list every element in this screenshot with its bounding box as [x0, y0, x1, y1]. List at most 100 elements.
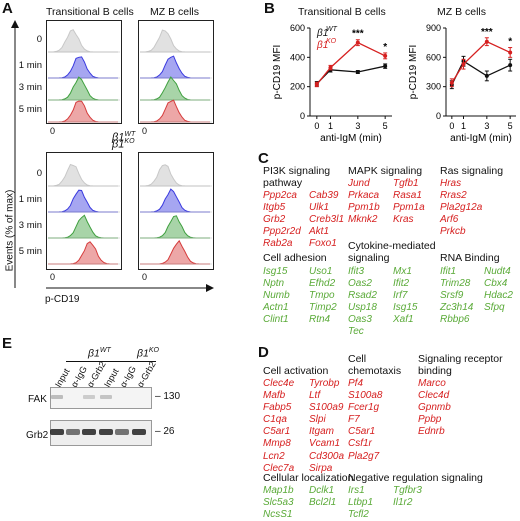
gene-label: Mx1	[393, 266, 412, 277]
gene-label: Ltbp1	[348, 497, 374, 509]
c-cat4-title: Cell adhesion	[263, 252, 327, 264]
blot-fak	[50, 387, 152, 409]
data-point	[355, 40, 360, 45]
y-tick-label: 0	[300, 111, 305, 121]
panel-a-col2-title: MZ B cells	[150, 6, 200, 18]
hist-ko-transitional	[46, 152, 122, 270]
c-cat5-title: Cytokine-mediated signaling	[348, 240, 436, 265]
histogram-curve	[140, 55, 210, 79]
e-wt-line	[66, 361, 122, 362]
histogram-layer	[48, 29, 212, 265]
gene-label: Tgfbr3	[393, 485, 422, 496]
gene-label: Clec4d	[418, 390, 450, 402]
c-cat2-genes-col1: Jund Prkaca Ppm1b Mknk2	[348, 178, 380, 226]
panel-a-x-label: p-CD19	[45, 294, 80, 305]
c-cat1-genes-col2: Cab39 Ulk1 Creb3l1 Akt1 Foxo1	[309, 190, 344, 250]
grb2-band	[132, 429, 146, 435]
histogram-curve	[140, 188, 210, 213]
gene-label: C5ar1	[348, 426, 376, 438]
blot-bands	[50, 395, 146, 435]
significance-mark: *	[508, 37, 512, 48]
gene-label: Isg15	[263, 266, 288, 277]
gene-label: Tec	[348, 326, 364, 338]
y-tick-label: 600	[426, 52, 441, 62]
gene-label: Dclk1	[309, 485, 335, 496]
chart2-title: MZ B cells	[437, 6, 487, 18]
d-cat3-genes: Marco Clec4d Gpnmb Ppbp Ednrb	[418, 378, 451, 438]
gene-label: Ppp2r2d	[263, 226, 301, 238]
c-cat5-genes-col1: Ifit3 Oas2 Rsad2 Usp18 Oas3 Tec	[348, 266, 377, 339]
gene-label: Pla2g7	[348, 450, 380, 462]
gene-label: Akt1	[309, 226, 330, 238]
gene-label: Bcl2l1	[309, 497, 337, 509]
gene-label: Zc3h14	[440, 302, 474, 314]
legend-ko: β1	[316, 40, 328, 51]
histogram-curve	[48, 76, 118, 101]
d-cat5-title: Negative regulation signaling	[348, 472, 483, 484]
chart1-title: Transitional B cells	[298, 6, 386, 18]
data-point	[508, 50, 513, 55]
gene-label: Vcam1	[309, 438, 341, 450]
c-cat2-genes-col2: Tgfb1 Rasa1 Ppm1a Kras	[393, 178, 425, 226]
gene-label: Tmpo	[309, 290, 335, 302]
gene-label: Cd300a	[309, 450, 345, 462]
x-tick-label: 5	[508, 121, 513, 131]
gene-label: Creb3l1	[309, 214, 345, 226]
gene-label: Prkaca	[348, 190, 380, 202]
gene-label: Prkcb	[440, 226, 466, 238]
gene-label: Ifit2	[393, 278, 410, 290]
gene-label: Tcfl2	[348, 509, 369, 521]
d-cat4-genes-col1: Map1b Slc5a3 NcsS1	[263, 485, 294, 521]
c-cat3-title: Ras signaling	[440, 165, 504, 177]
histogram-curve	[48, 241, 118, 265]
time-label-ko-3: 3 min	[18, 220, 42, 231]
gene-label: Cab39	[309, 190, 339, 201]
gene-label: Actn1	[263, 302, 289, 314]
gene-label: Cbx4	[484, 278, 508, 290]
c-cat6-title: RNA Binding	[440, 252, 500, 264]
histogram-curve	[140, 76, 210, 101]
gene-label: Nudt4	[484, 266, 511, 277]
gene-label: Rras2	[440, 190, 467, 202]
series-line	[451, 40, 511, 84]
group-ko-label-main: β1KO	[112, 138, 135, 151]
gene-label: Hras	[440, 178, 462, 189]
e-row1-label: FAK	[28, 394, 47, 405]
histogram-curve	[140, 164, 210, 187]
panel-e-label: E	[2, 335, 13, 352]
fak-band	[100, 395, 112, 399]
d-cat2-genes: Pf4 S100a8 Fcer1g F7 C5ar1 Csf1r Pla2g7	[348, 378, 382, 463]
x-arrow	[46, 284, 214, 292]
time-label-wt-5: 5 min	[18, 104, 42, 115]
d-cat1-genes-col2: Tyrobp Ltf S100a9 Slpi Itgam Vcam1 Cd300a Sirpa	[309, 378, 344, 475]
hist-ko-zero-2: 0	[142, 272, 148, 282]
gene-label: Pla2g12a	[440, 202, 483, 214]
gene-label: F7	[348, 414, 360, 426]
gene-label: Ppm1b	[348, 202, 380, 214]
gene-label: Foxo1	[309, 238, 337, 250]
panel-b-label: B	[264, 0, 275, 17]
gene-label: Fcer1g	[348, 402, 380, 414]
y-tick-label: 300	[426, 82, 441, 92]
gene-label: Arf6	[440, 214, 459, 226]
histogram-curve	[140, 29, 210, 53]
d-cat2-title: Cell chemotaxis	[348, 353, 402, 378]
data-point	[449, 80, 454, 85]
y-tick-label: 400	[290, 52, 305, 62]
grb2-band	[50, 429, 64, 435]
fak-band	[51, 395, 63, 399]
data-point	[461, 62, 466, 67]
panel-a-label: A	[2, 0, 13, 17]
d-cat4-title: Cellular localization	[263, 472, 354, 484]
histogram-curve	[140, 215, 210, 239]
data-point	[314, 82, 319, 87]
data-point	[383, 64, 388, 69]
x-tick-label: 5	[383, 121, 388, 131]
panel-a-col1-title: Transitional B cells	[46, 6, 134, 18]
y-tick-label: 600	[290, 23, 305, 33]
histogram-curve	[48, 100, 118, 123]
gene-label: Fabp5	[263, 402, 292, 414]
gene-label: Srsf9	[440, 290, 464, 302]
gene-label: Pf4	[348, 378, 364, 389]
data-point	[355, 70, 360, 74]
